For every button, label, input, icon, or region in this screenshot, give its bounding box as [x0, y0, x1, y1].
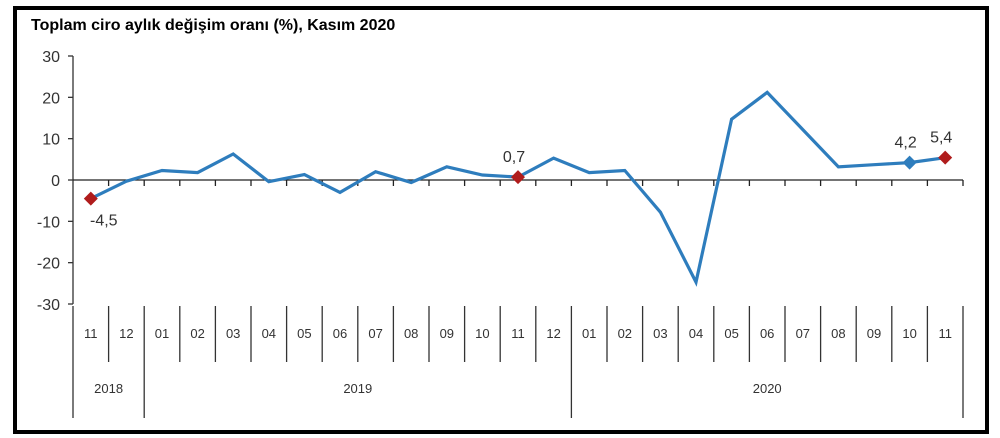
year-label: 2019	[343, 381, 372, 396]
y-tick-label: 20	[42, 90, 60, 107]
x-tick-label: 09	[440, 326, 454, 341]
data-label: 0,7	[503, 149, 525, 166]
x-tick-label: 01	[582, 326, 596, 341]
y-tick-label: -30	[37, 297, 60, 314]
x-tick-label: 02	[190, 326, 204, 341]
x-tick-label: 05	[724, 326, 738, 341]
diamond-marker	[83, 191, 98, 206]
x-tick-label: 07	[368, 326, 382, 341]
x-tick-label: 11	[938, 326, 952, 341]
diamond-marker	[938, 150, 953, 165]
x-tick-label: 04	[262, 326, 276, 341]
series-line	[90, 90, 946, 287]
x-tick-label: 10	[475, 326, 489, 341]
x-tick-label: 07	[796, 326, 810, 341]
x-tick-label: 08	[831, 326, 845, 341]
y-tick-label: 30	[42, 49, 60, 66]
x-tick-label: 06	[333, 326, 347, 341]
diamond-marker	[902, 155, 917, 170]
x-tick-label: 02	[618, 326, 632, 341]
x-tick-label: 01	[155, 326, 169, 341]
year-label: 2020	[753, 381, 782, 396]
x-tick-label: 05	[297, 326, 311, 341]
diamond-marker	[511, 170, 525, 185]
year-label: 2018	[94, 381, 123, 396]
data-label: -4,5	[90, 213, 118, 230]
y-tick-label: 10	[42, 132, 60, 149]
x-tick-label: 11	[511, 326, 525, 341]
x-tick-label: 10	[902, 326, 916, 341]
x-tick-label: 03	[226, 326, 240, 341]
y-tick-label: 0	[51, 173, 60, 190]
chart-title: Toplam ciro aylık değişim oranı (%), Kas…	[31, 17, 396, 34]
x-tick-label: 06	[760, 326, 774, 341]
chart-frame	[13, 6, 989, 434]
x-tick-label: 09	[867, 326, 881, 341]
x-tick-label: 08	[404, 326, 418, 341]
data-label: 4,2	[894, 135, 916, 152]
y-tick-label: -10	[37, 214, 60, 231]
x-tick-label: 12	[119, 326, 133, 341]
x-tick-label: 12	[546, 326, 560, 341]
y-tick-label: -20	[37, 256, 60, 273]
data-label: 5,4	[930, 130, 952, 147]
x-tick-label: 03	[653, 326, 667, 341]
x-tick-label: 11	[84, 326, 98, 341]
x-tick-label: 04	[689, 326, 703, 341]
